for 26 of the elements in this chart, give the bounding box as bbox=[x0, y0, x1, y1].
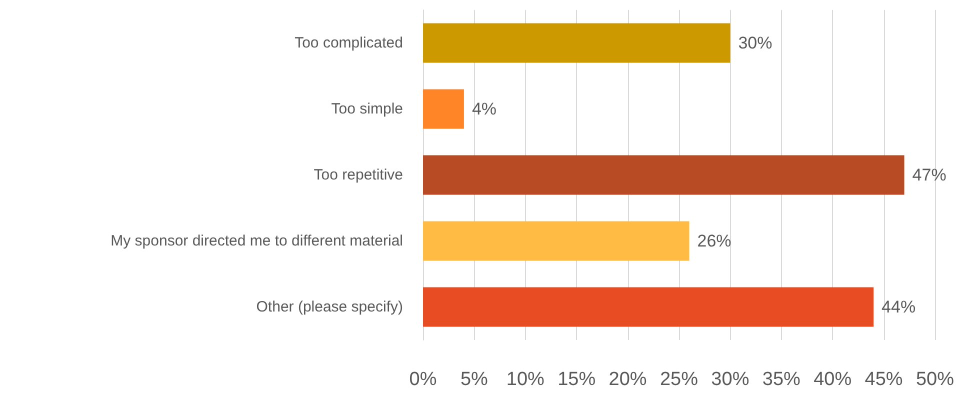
bar bbox=[423, 155, 904, 195]
y-tick-label: Too repetitive bbox=[314, 166, 403, 184]
x-tick-label: 20% bbox=[608, 369, 647, 390]
y-tick-label: Too simple bbox=[331, 100, 403, 118]
x-tick-label: 45% bbox=[864, 369, 903, 390]
data-label: 4% bbox=[472, 100, 497, 118]
bar bbox=[423, 23, 730, 63]
data-label: 44% bbox=[882, 298, 916, 316]
x-tick-label: 40% bbox=[814, 369, 852, 390]
x-tick-label: 10% bbox=[506, 369, 545, 390]
x-tick-label: 5% bbox=[460, 369, 488, 390]
bar bbox=[423, 89, 464, 129]
x-tick-label: 35% bbox=[762, 369, 801, 390]
y-tick-label: My sponsor directed me to different material bbox=[110, 232, 403, 250]
data-label: 26% bbox=[697, 232, 732, 250]
y-tick-label: Other (please specify) bbox=[256, 298, 403, 316]
x-tick-label: 25% bbox=[660, 369, 698, 390]
bar bbox=[423, 287, 874, 327]
data-label: 47% bbox=[912, 166, 946, 184]
y-tick-label: Too complicated bbox=[294, 34, 403, 52]
x-tick-label: 30% bbox=[711, 369, 750, 390]
bar bbox=[423, 221, 690, 261]
x-tick-label: 0% bbox=[409, 369, 437, 390]
x-tick-label: 50% bbox=[916, 369, 954, 390]
data-label: 30% bbox=[738, 34, 772, 52]
x-tick-label: 15% bbox=[558, 369, 596, 390]
